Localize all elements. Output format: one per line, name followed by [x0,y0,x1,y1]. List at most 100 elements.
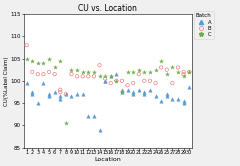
Point [114,80,118,82]
Point [42,73,45,76]
Point [30,91,34,93]
Point [187,71,191,73]
Point [81,75,85,78]
Point [137,68,141,71]
Point [159,66,163,69]
Point [42,82,45,84]
Point [165,68,169,71]
Point [148,71,152,73]
Point [131,82,135,84]
Point [42,62,45,64]
Point [165,93,169,95]
Point [75,93,79,95]
Point [47,57,51,60]
Point [92,75,96,78]
Point [92,71,96,73]
Point [142,93,146,95]
Legend: A, B, C: A, B, C [194,11,214,40]
Point [137,88,141,91]
Point [170,82,174,84]
Point [182,75,186,78]
Point [47,71,51,73]
Point [120,91,124,93]
Point [30,71,34,73]
Point [120,91,124,93]
Point [154,95,157,98]
Point [86,115,90,118]
Point [103,77,107,80]
Point [30,93,34,95]
Point [58,97,62,100]
Point [131,91,135,93]
Title: CU vs. Location: CU vs. Location [78,4,137,13]
Point [30,59,34,62]
Point [103,80,107,82]
Point [182,73,186,76]
Point [126,84,129,87]
Point [159,59,163,62]
Point [25,82,29,84]
Point [148,80,152,82]
Point [64,93,68,95]
Point [137,73,141,76]
Point [154,82,157,84]
Point [114,80,118,82]
Point [25,44,29,46]
Point [103,80,107,82]
Point [165,95,169,98]
Point [148,88,152,91]
Point [70,73,73,76]
Point [142,71,146,73]
Point [58,91,62,93]
Point [70,68,73,71]
Point [109,75,113,78]
Point [131,93,135,95]
Point [165,73,169,76]
Point [98,64,102,67]
Point [131,71,135,73]
Point [58,95,62,98]
Point [159,100,163,102]
Point [109,82,113,84]
Point [126,88,129,91]
Point [58,59,62,62]
Point [176,71,180,73]
Point [47,95,51,98]
Point [53,66,57,69]
Point [81,93,85,95]
Point [64,93,68,95]
Point [187,71,191,73]
Point [58,88,62,91]
Point [36,102,40,104]
Point [142,80,146,82]
Point [142,91,146,93]
Point [81,71,85,73]
Point [53,73,57,76]
Point [170,66,174,69]
Point [36,62,40,64]
Point [98,75,102,78]
Point [170,97,174,100]
Point [53,91,57,93]
Point [75,75,79,78]
Point [64,122,68,124]
Point [187,86,191,89]
Point [25,57,29,60]
Point [98,128,102,131]
Point [36,73,40,76]
Point [120,88,124,91]
Y-axis label: CU(%Label Claim): CU(%Label Claim) [4,56,9,106]
Point [86,75,90,78]
Point [182,71,186,73]
Point [47,93,51,95]
Point [120,80,124,82]
Point [182,102,186,104]
Point [176,66,180,69]
Point [126,71,129,73]
Point [103,75,107,78]
Point [109,75,113,78]
Point [114,73,118,76]
Point [70,95,73,98]
Point [154,68,157,71]
Point [92,115,96,118]
